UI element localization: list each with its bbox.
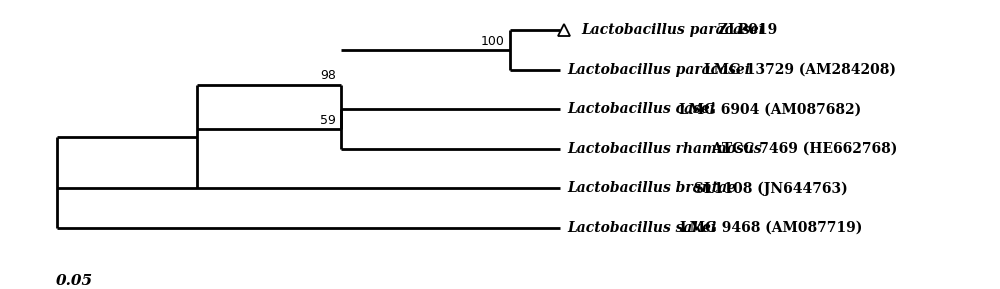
Text: 59: 59 [320, 114, 336, 127]
Text: Lactobacillus sakei: Lactobacillus sakei [568, 221, 717, 235]
Text: ATCC 7469 (HE662768): ATCC 7469 (HE662768) [707, 142, 898, 156]
Text: 0.05: 0.05 [56, 275, 93, 288]
Text: LMG 9468 (AM087719): LMG 9468 (AM087719) [675, 221, 862, 235]
Text: Lactobacillus paracasei: Lactobacillus paracasei [582, 23, 765, 37]
Text: ZLP019: ZLP019 [713, 23, 777, 37]
Text: 98: 98 [320, 69, 336, 82]
Text: 100: 100 [481, 35, 505, 48]
Text: Lactobacillus paracasei: Lactobacillus paracasei [568, 63, 751, 77]
Text: Lactobacillus casei: Lactobacillus casei [568, 102, 716, 116]
Text: Lactobacillus rhamnosus: Lactobacillus rhamnosus [568, 142, 762, 156]
Text: LMG 13729 (AM284208): LMG 13729 (AM284208) [699, 63, 896, 77]
Text: Lactobacillus brantae: Lactobacillus brantae [568, 181, 737, 195]
Text: SL1108 (JN644763): SL1108 (JN644763) [689, 181, 848, 196]
Text: LMG 6904 (AM087682): LMG 6904 (AM087682) [674, 102, 861, 116]
